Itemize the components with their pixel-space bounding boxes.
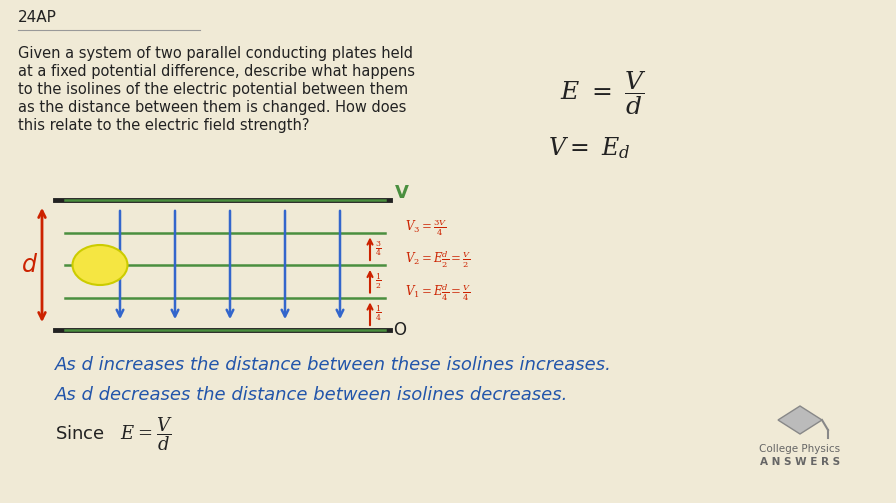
- Text: $V_1 = E\frac{d}{4} = \frac{V}{4}$: $V_1 = E\frac{d}{4} = \frac{V}{4}$: [405, 281, 471, 303]
- Text: $E\ =\ \dfrac{V}{d}$: $E\ =\ \dfrac{V}{d}$: [560, 69, 647, 117]
- Text: $\frac{1}{2}$: $\frac{1}{2}$: [375, 272, 382, 291]
- Text: As d decreases the distance between isolines decreases.: As d decreases the distance between isol…: [55, 386, 568, 404]
- Text: As d increases the distance between these isolines increases.: As d increases the distance between thes…: [55, 356, 612, 374]
- Text: Given a system of two parallel conducting plates held: Given a system of two parallel conductin…: [18, 46, 413, 61]
- Text: to the isolines of the electric potential between them: to the isolines of the electric potentia…: [18, 82, 408, 97]
- Text: V: V: [395, 184, 409, 202]
- Text: $V=\ E_d$: $V=\ E_d$: [548, 135, 631, 161]
- Text: 24AP: 24AP: [18, 10, 56, 25]
- Text: $V_2 = E\frac{d}{2} = \frac{V}{2}$: $V_2 = E\frac{d}{2} = \frac{V}{2}$: [405, 248, 471, 270]
- Text: A N S W E R S: A N S W E R S: [760, 457, 840, 467]
- Text: $\frac{1}{4}$: $\frac{1}{4}$: [375, 304, 382, 323]
- Text: College Physics: College Physics: [760, 444, 840, 454]
- Text: this relate to the electric field strength?: this relate to the electric field streng…: [18, 118, 309, 133]
- Text: d: d: [22, 253, 37, 277]
- Text: Since   $E = \dfrac{V}{d}$: Since $E = \dfrac{V}{d}$: [55, 415, 173, 453]
- Text: $V_3 = \frac{3V}{4}$: $V_3 = \frac{3V}{4}$: [405, 216, 447, 238]
- Text: at a fixed potential difference, describe what happens: at a fixed potential difference, describ…: [18, 64, 415, 79]
- Text: $\frac{3}{4}$: $\frac{3}{4}$: [375, 239, 382, 258]
- Polygon shape: [778, 406, 822, 434]
- Text: as the distance between them is changed. How does: as the distance between them is changed.…: [18, 100, 407, 115]
- Ellipse shape: [73, 245, 127, 285]
- Text: O: O: [393, 321, 406, 339]
